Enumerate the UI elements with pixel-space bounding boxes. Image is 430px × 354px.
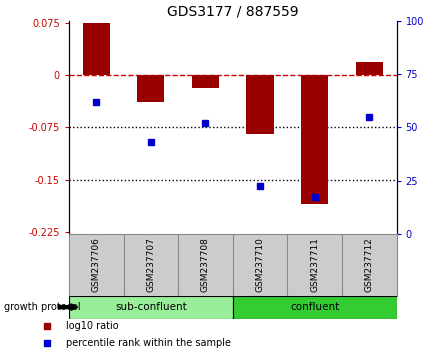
- Bar: [83, 23, 110, 75]
- Text: GSM237706: GSM237706: [92, 237, 101, 292]
- Bar: [246, 75, 273, 135]
- Text: GSM237707: GSM237707: [146, 237, 155, 292]
- Text: log10 ratio: log10 ratio: [66, 321, 118, 331]
- Title: GDS3177 / 887559: GDS3177 / 887559: [166, 5, 298, 19]
- Text: sub-confluent: sub-confluent: [115, 302, 186, 312]
- Text: GSM237711: GSM237711: [310, 237, 318, 292]
- Text: confluent: confluent: [289, 302, 338, 312]
- Bar: [137, 75, 164, 102]
- Text: GSM237712: GSM237712: [364, 237, 373, 292]
- Text: growth protocol: growth protocol: [4, 302, 81, 312]
- Bar: [355, 62, 382, 75]
- Text: GSM237710: GSM237710: [255, 237, 264, 292]
- Bar: [232, 296, 396, 319]
- Text: GSM237708: GSM237708: [200, 237, 209, 292]
- Text: percentile rank within the sample: percentile rank within the sample: [66, 338, 230, 348]
- Bar: [69, 296, 232, 319]
- Bar: [300, 75, 328, 204]
- Bar: [191, 75, 218, 88]
